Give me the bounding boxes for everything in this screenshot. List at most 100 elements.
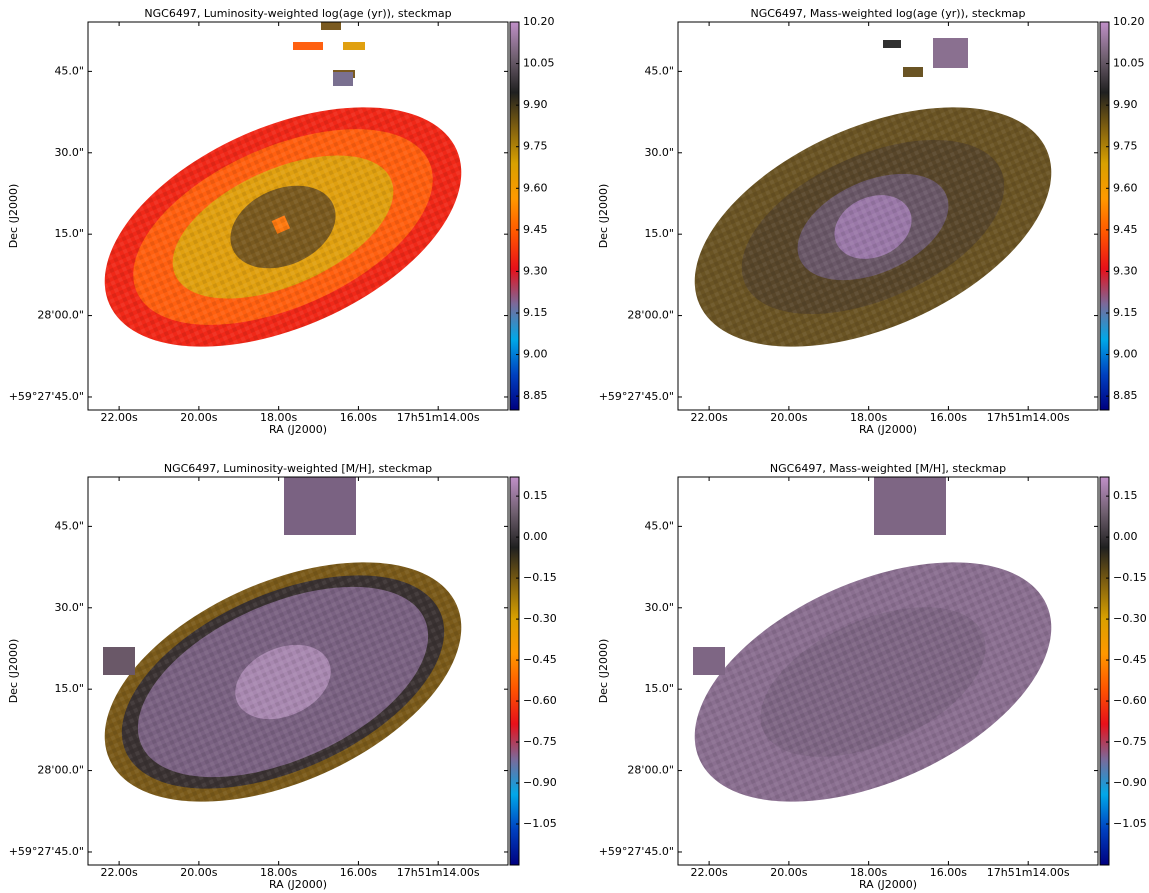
y-axis-label: Dec (J2000) xyxy=(7,184,20,249)
colorbar-tick-label: 9.75 xyxy=(523,140,548,153)
x-axis-label: RA (J2000) xyxy=(269,423,327,436)
colorbar-tick-label: −0.30 xyxy=(1113,612,1147,625)
y-axis-label: Dec (J2000) xyxy=(597,639,610,704)
x-tick-label: 16.00s xyxy=(340,866,377,879)
chart-title: NGC6497, Luminosity-weighted log(age (yr… xyxy=(144,7,451,20)
y-tick-label: 28'00.0" xyxy=(627,309,674,322)
x-tick-label: 17h51m14.00s xyxy=(397,411,480,424)
colorbar xyxy=(509,21,520,411)
colorbar-tick-label: 9.00 xyxy=(1113,348,1138,361)
colorbar-tick-label: 9.90 xyxy=(523,98,548,111)
x-tick-label: 22.00s xyxy=(690,411,727,424)
map-image xyxy=(694,38,1052,347)
y-tick-label: +59°27'45.0" xyxy=(9,845,84,858)
colorbar-tick-label: 0.00 xyxy=(1113,530,1138,543)
colorbar-tick-label: −0.90 xyxy=(523,776,557,789)
colorbar-tick-label: −1.05 xyxy=(1113,817,1147,830)
x-tick-label: 18.00s xyxy=(260,866,297,879)
x-axis-label: RA (J2000) xyxy=(269,878,327,891)
colorbar-tick-label: 9.45 xyxy=(523,223,548,236)
x-tick-label: 22.00s xyxy=(100,411,137,424)
y-tick-label: +59°27'45.0" xyxy=(9,390,84,403)
y-tick-label: 15.0" xyxy=(54,682,84,695)
y-tick-label: 15.0" xyxy=(644,227,674,240)
colorbar-tick-label: 10.05 xyxy=(1113,57,1145,70)
x-tick-label: 16.00s xyxy=(340,411,377,424)
x-tick-label: 22.00s xyxy=(690,866,727,879)
colorbar-tick-label: −0.45 xyxy=(1113,653,1147,666)
x-tick-label: 20.00s xyxy=(770,866,807,879)
y-tick-label: 30.0" xyxy=(644,146,674,159)
x-tick-label: 22.00s xyxy=(100,866,137,879)
x-tick-label: 17h51m14.00s xyxy=(987,866,1070,879)
colorbar-tick-label: 9.45 xyxy=(1113,223,1138,236)
x-tick-label: 16.00s xyxy=(930,411,967,424)
x-tick-label: 18.00s xyxy=(850,411,887,424)
axes-frame xyxy=(677,476,1099,866)
y-tick-label: 45.0" xyxy=(644,519,674,532)
axes-frame xyxy=(87,21,509,411)
colorbar xyxy=(1099,476,1110,866)
colorbar-tick-label: 0.15 xyxy=(1113,489,1138,502)
x-tick-label: 20.00s xyxy=(180,411,217,424)
colorbar-tick-label: −0.90 xyxy=(1113,776,1147,789)
colorbar xyxy=(509,476,520,866)
y-tick-label: 45.0" xyxy=(54,64,84,77)
y-tick-label: 28'00.0" xyxy=(627,764,674,777)
y-tick-label: 28'00.0" xyxy=(37,309,84,322)
colorbar-tick-label: −0.30 xyxy=(523,612,557,625)
map-image xyxy=(103,477,462,802)
colorbar-tick-label: 8.85 xyxy=(523,389,548,402)
colorbar-tick-label: 10.05 xyxy=(523,57,555,70)
colorbar-tick-label: −0.75 xyxy=(1113,735,1147,748)
axes-frame xyxy=(677,21,1099,411)
y-tick-label: 30.0" xyxy=(644,601,674,614)
x-tick-label: 20.00s xyxy=(770,411,807,424)
y-axis-label: Dec (J2000) xyxy=(597,184,610,249)
x-axis-label: RA (J2000) xyxy=(859,423,917,436)
x-tick-label: 20.00s xyxy=(180,866,217,879)
colorbar-tick-label: 8.85 xyxy=(1113,389,1138,402)
x-tick-label: 17h51m14.00s xyxy=(987,411,1070,424)
colorbar-tick-label: 0.15 xyxy=(523,489,548,502)
colorbar-tick-label: 9.60 xyxy=(523,181,548,194)
map-image xyxy=(104,22,462,347)
x-tick-label: 18.00s xyxy=(260,411,297,424)
x-tick-label: 18.00s xyxy=(850,866,887,879)
colorbar-tick-label: 9.15 xyxy=(1113,306,1138,319)
x-axis-label: RA (J2000) xyxy=(859,878,917,891)
colorbar-tick-label: 9.75 xyxy=(1113,140,1138,153)
colorbar-tick-label: −0.75 xyxy=(523,735,557,748)
y-tick-label: 28'00.0" xyxy=(37,764,84,777)
colorbar-tick-label: 9.30 xyxy=(523,264,548,277)
colorbar-tick-label: 10.20 xyxy=(523,15,555,28)
colorbar-tick-label: 0.00 xyxy=(523,530,548,543)
colorbar-tick-label: −0.60 xyxy=(1113,694,1147,707)
x-tick-label: 17h51m14.00s xyxy=(397,866,480,879)
colorbar-tick-label: −1.05 xyxy=(523,817,557,830)
y-axis-label: Dec (J2000) xyxy=(7,639,20,704)
y-tick-label: +59°27'45.0" xyxy=(599,845,674,858)
y-tick-label: 15.0" xyxy=(54,227,84,240)
axes-frame xyxy=(87,476,509,866)
chart-title: NGC6497, Luminosity-weighted [M/H], stec… xyxy=(164,462,432,475)
colorbar-tick-label: −0.45 xyxy=(523,653,557,666)
colorbar-tick-label: 9.30 xyxy=(1113,264,1138,277)
y-tick-label: 15.0" xyxy=(644,682,674,695)
colorbar xyxy=(1099,21,1110,411)
y-tick-label: 45.0" xyxy=(54,519,84,532)
colorbar-tick-label: 9.00 xyxy=(523,348,548,361)
colorbar-tick-label: −0.15 xyxy=(1113,571,1147,584)
colorbar-tick-label: 9.60 xyxy=(1113,181,1138,194)
colorbar-tick-label: −0.60 xyxy=(523,694,557,707)
chart-title: NGC6497, Mass-weighted log(age (yr)), st… xyxy=(750,7,1025,20)
chart-title: NGC6497, Mass-weighted [M/H], steckmap xyxy=(770,462,1006,475)
colorbar-tick-label: 10.20 xyxy=(1113,15,1145,28)
y-tick-label: 30.0" xyxy=(54,601,84,614)
y-tick-label: +59°27'45.0" xyxy=(599,390,674,403)
y-tick-label: 30.0" xyxy=(54,146,84,159)
colorbar-tick-label: 9.15 xyxy=(523,306,548,319)
x-tick-label: 16.00s xyxy=(930,866,967,879)
colorbar-tick-label: 9.90 xyxy=(1113,98,1138,111)
colorbar-tick-label: −0.15 xyxy=(523,571,557,584)
